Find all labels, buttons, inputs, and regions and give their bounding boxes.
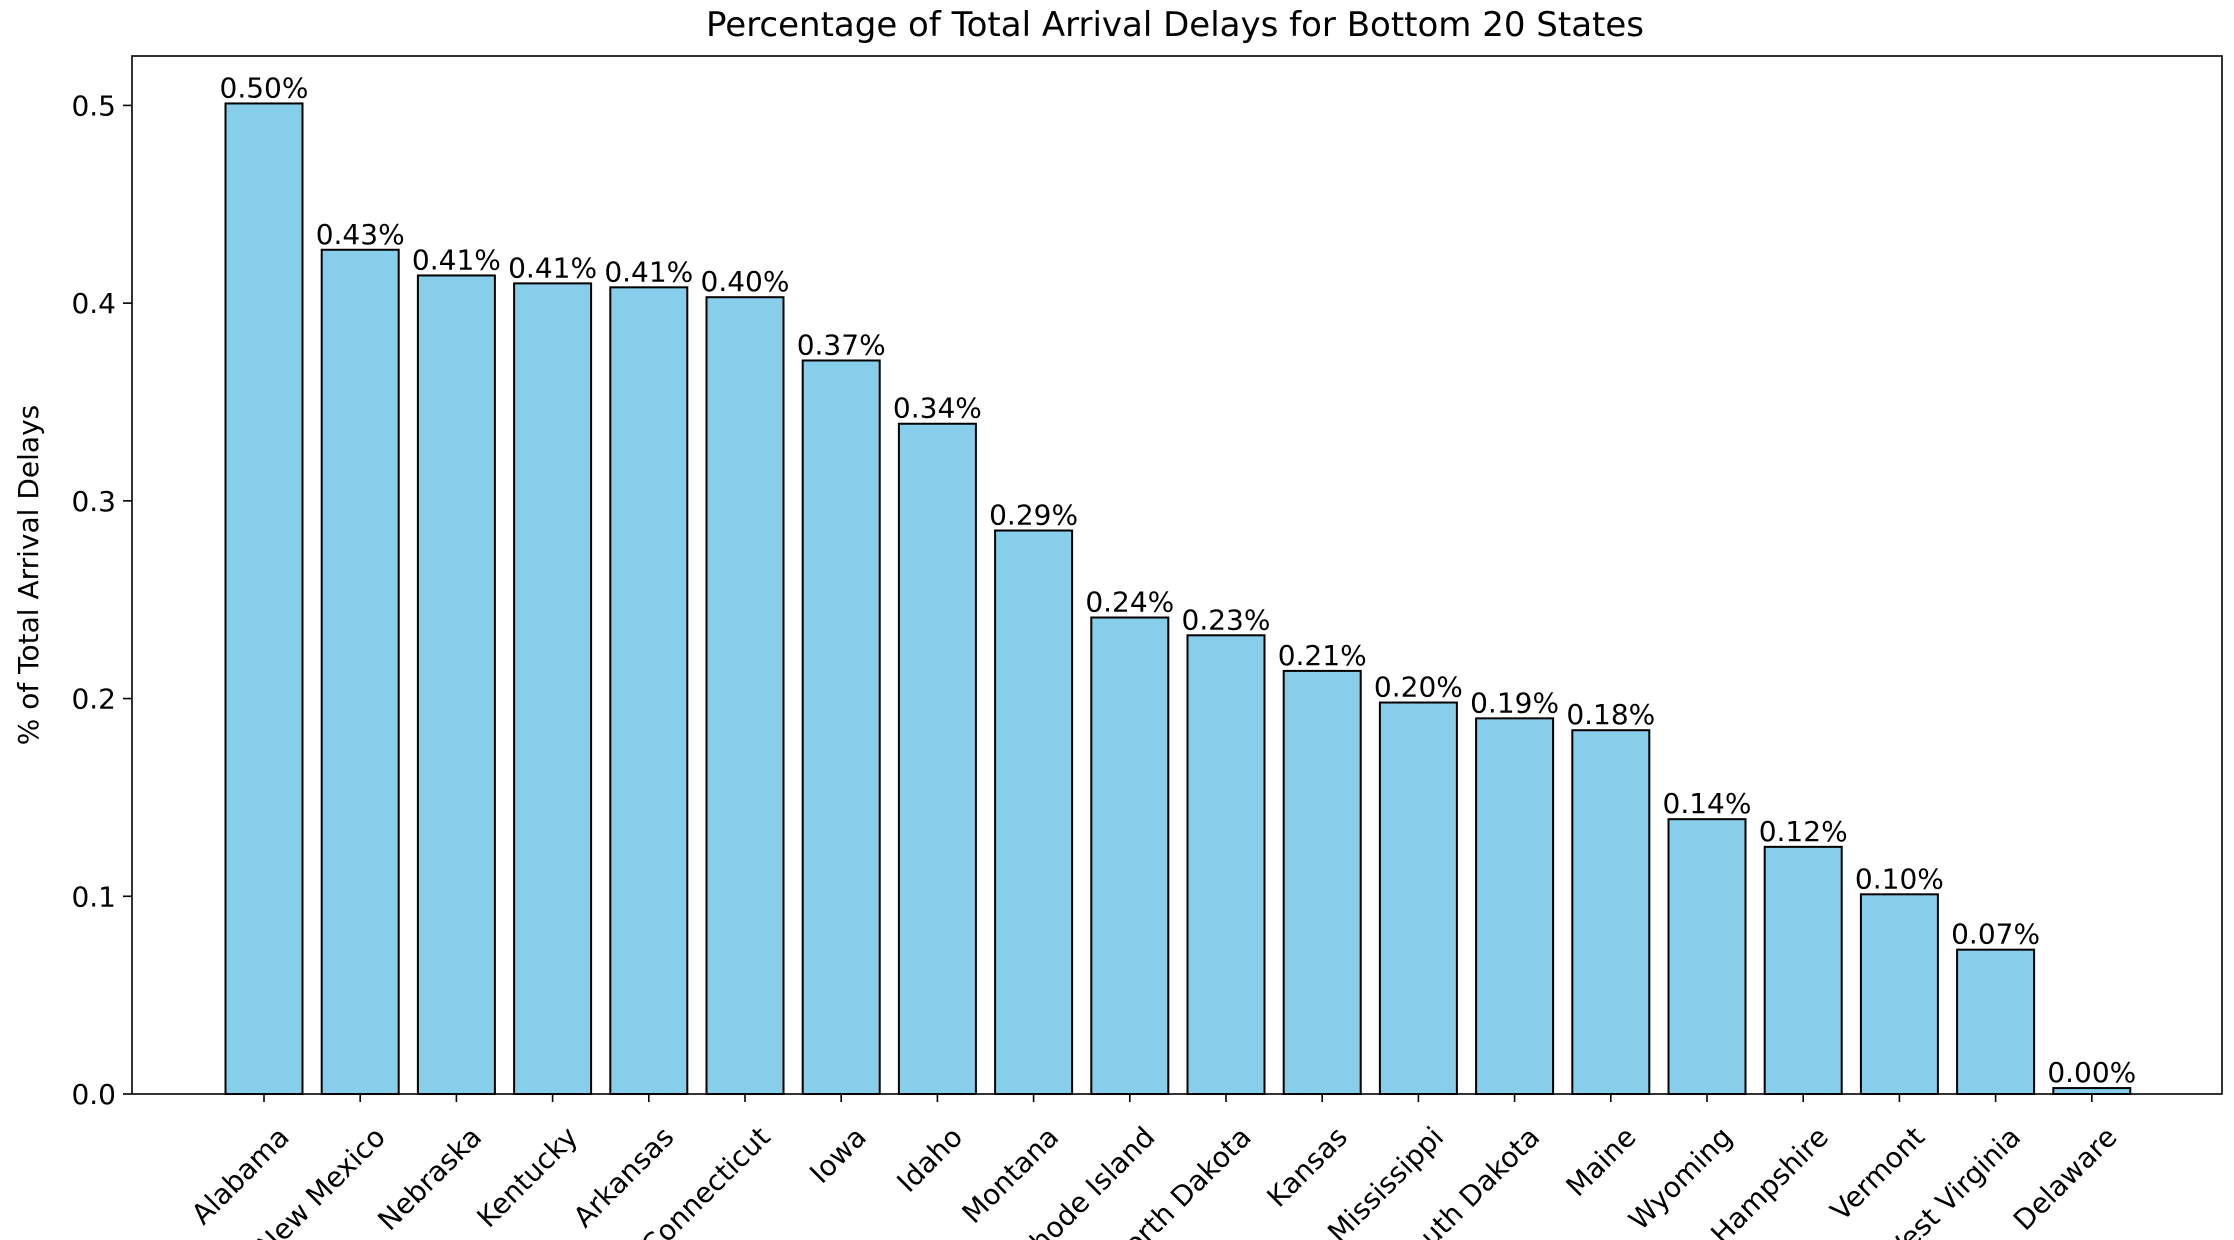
- bar: [994, 529, 1074, 1095]
- chart-title: Percentage of Total Arrival Delays for B…: [706, 5, 1644, 45]
- y-tick-label: 0.4: [71, 287, 116, 320]
- x-tick-label: Kentucky: [471, 1120, 585, 1234]
- bar: [1475, 717, 1555, 1095]
- x-tick-label: Nebraska: [371, 1120, 488, 1237]
- bar-value-label: 0.50%: [220, 71, 309, 104]
- y-axis-label: % of Total Arrival Delays: [12, 405, 45, 745]
- bars-layer: [224, 102, 2132, 1096]
- bar-value-label: 0.41%: [604, 255, 693, 288]
- bar: [609, 286, 689, 1095]
- bar: [801, 359, 881, 1096]
- bar: [1090, 616, 1170, 1095]
- x-tick-label: Idaho: [891, 1120, 970, 1199]
- bar-value-label: 0.41%: [412, 243, 501, 276]
- bar-value-label: 0.41%: [508, 251, 597, 284]
- bar: [1956, 948, 2036, 1095]
- bar: [897, 422, 977, 1095]
- y-axis: 0.0 0.1 0.2 0.3 0.4 0.5: [71, 89, 132, 1111]
- bar: [320, 248, 400, 1095]
- bar: [1282, 669, 1362, 1095]
- bar-value-label: 0.37%: [797, 328, 886, 361]
- bar: [1571, 729, 1651, 1095]
- bar: [705, 296, 785, 1095]
- bar-value-label: 0.23%: [1182, 603, 1271, 636]
- bar: [1763, 845, 1843, 1095]
- bar-value-label: 0.19%: [1470, 686, 1559, 719]
- y-tick-label: 0.3: [71, 485, 116, 518]
- bar-value-label: 0.18%: [1566, 698, 1655, 731]
- bar-value-label: 0.24%: [1085, 586, 1174, 619]
- bar-value-label: 0.12%: [1759, 815, 1848, 848]
- y-tick-label: 0.1: [71, 880, 116, 913]
- bar-value-label: 0.20%: [1374, 671, 1463, 704]
- bar: [1378, 701, 1458, 1095]
- bar-value-labels: 0.50%0.43%0.41% 0.41% 0.41% 0.40%0.37%0.34%…: [220, 71, 2137, 1089]
- x-tick-label: Kansas: [1260, 1120, 1353, 1213]
- bar-value-label: 0.43%: [316, 218, 405, 251]
- y-tick-label: 0.5: [71, 89, 116, 122]
- bar-value-label: 0.40%: [701, 265, 790, 298]
- bar: [1667, 818, 1747, 1095]
- bar-value-label: 0.07%: [1951, 918, 2040, 951]
- bar-value-label: 0.00%: [2047, 1056, 2136, 1089]
- plot-frame: [131, 55, 2223, 1095]
- bar: [1186, 634, 1266, 1095]
- bar: [513, 282, 593, 1096]
- x-tick-label: Maine: [1560, 1120, 1643, 1203]
- bar: [224, 102, 304, 1096]
- bar: [416, 274, 496, 1096]
- bar-value-label: 0.10%: [1855, 862, 1944, 895]
- bar-value-label: 0.29%: [989, 499, 1078, 532]
- bar-value-label: 0.14%: [1663, 787, 1752, 820]
- bar: [1859, 893, 1939, 1096]
- y-tick-label: 0.2: [71, 683, 116, 716]
- y-tick-label: 0.0: [71, 1078, 116, 1111]
- bar-value-label: 0.21%: [1278, 639, 1367, 672]
- x-tick-label: Delaware: [2007, 1120, 2124, 1237]
- bar-value-label: 0.34%: [893, 392, 982, 425]
- x-tick-label: Iowa: [803, 1120, 873, 1190]
